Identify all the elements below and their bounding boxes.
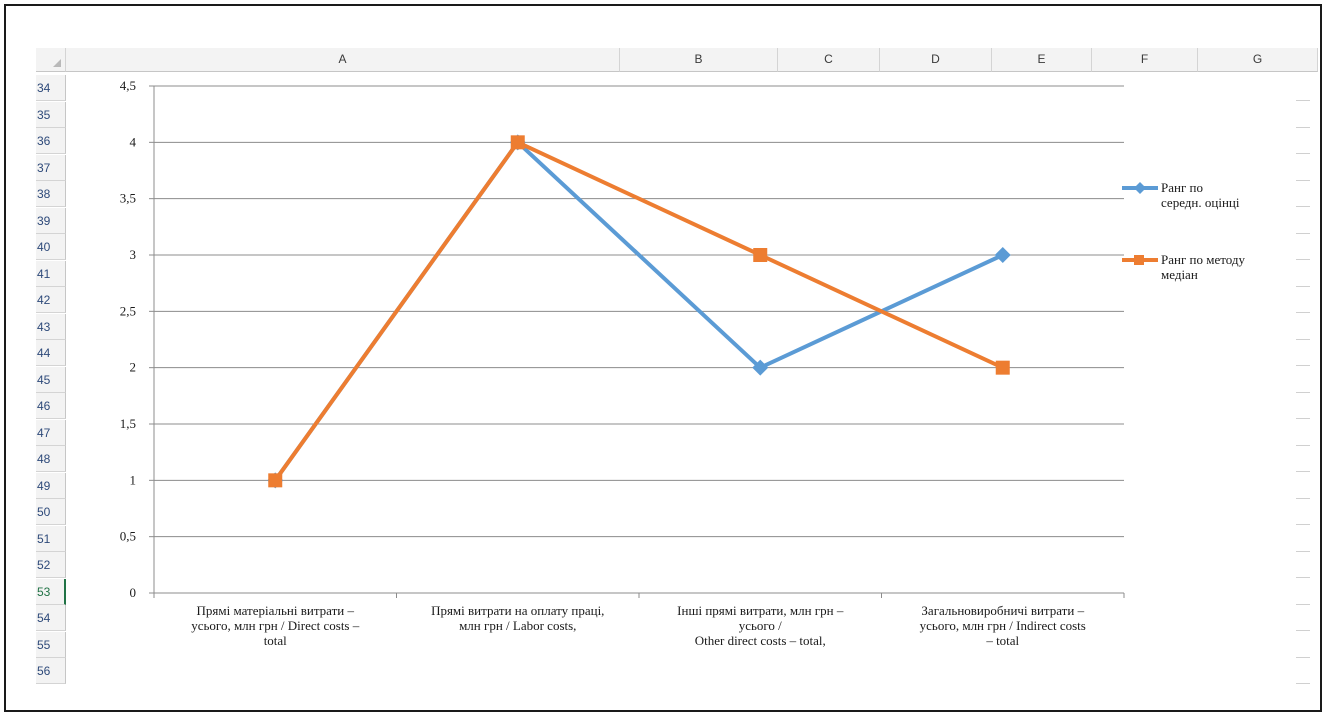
data-point-marker [268, 473, 283, 488]
legend-label: Ранг по методу медіан [1161, 252, 1245, 282]
x-category-label-line: total [264, 633, 287, 648]
legend-label-line: медіан [1161, 267, 1198, 282]
row-header-35[interactable]: 35 [36, 101, 66, 128]
row-header-52[interactable]: 52 [36, 552, 66, 578]
legend-label-line: Ранг по методу [1161, 252, 1245, 267]
y-tick-label: 4,5 [120, 78, 136, 93]
legend-marker [1134, 182, 1146, 194]
row-header-34[interactable]: 34 [36, 75, 66, 101]
cell-gridline [1296, 312, 1310, 313]
row-header-41[interactable]: 41 [36, 260, 66, 287]
cell-gridline [1296, 630, 1310, 631]
cell-gridline [1296, 365, 1310, 366]
row-header-45[interactable]: 45 [36, 366, 66, 393]
x-category-label: Прямі матеріальні витрати – усього, млн г… [191, 603, 360, 648]
y-tick-label: 4 [130, 134, 137, 149]
row-header-39[interactable]: 39 [36, 207, 66, 234]
x-category-label-line: Загальновиробничі витрати – [921, 603, 1084, 618]
y-tick-label: 1,5 [120, 416, 136, 431]
cell-gridline [1296, 232, 1310, 234]
y-tick-label: 3,5 [120, 191, 136, 206]
x-category-label-line: Other direct costs – total, [695, 633, 826, 648]
row-header-36[interactable]: 36 [36, 128, 66, 154]
cell-gridline [1296, 179, 1310, 181]
cell-gridline [1296, 683, 1310, 684]
x-category-label-line: усього / [739, 618, 782, 633]
cell-gridline [1296, 656, 1310, 658]
row-header-55[interactable]: 55 [36, 631, 66, 658]
cell-gridline [1296, 471, 1310, 472]
x-category-label: Інші прямі витрати, млн грн – усього / Oth… [677, 603, 844, 648]
row-header-42[interactable]: 42 [36, 287, 66, 313]
column-header-d[interactable]: D [880, 48, 992, 72]
column-header-a[interactable]: A [66, 48, 620, 72]
cell-gridline [1296, 577, 1310, 578]
row-header-47[interactable]: 47 [36, 419, 66, 446]
cell-gridline [1296, 153, 1310, 154]
data-point-marker [995, 360, 1010, 375]
column-header-b[interactable]: B [620, 48, 778, 72]
column-header-e[interactable]: E [992, 48, 1092, 72]
column-header-f[interactable]: F [1092, 48, 1198, 72]
row-header-50[interactable]: 50 [36, 499, 66, 525]
select-all-corner[interactable] [36, 48, 66, 72]
x-category-label-line: усього, млн грн / Indirect costs [920, 618, 1086, 633]
cell-gridline [1296, 524, 1310, 525]
row-header-40[interactable]: 40 [36, 234, 66, 260]
figure-frame [4, 4, 1322, 712]
data-point-marker [994, 247, 1011, 263]
y-tick-label: 3 [130, 247, 137, 262]
cell-gridline [1296, 338, 1310, 340]
cell-gridline [1296, 444, 1310, 446]
series-line [273, 140, 1004, 482]
row-header-37[interactable]: 37 [36, 154, 66, 181]
data-point-marker [753, 248, 768, 262]
row-header-54[interactable]: 54 [36, 605, 66, 631]
y-tick-label: 0,5 [120, 529, 136, 544]
x-category-label-line: Прямі витрати на оплату праці, [431, 603, 604, 618]
row-header-44[interactable]: 44 [36, 340, 66, 366]
cell-gridline [1296, 285, 1310, 287]
x-category-label-line: млн грн / Labor costs, [459, 618, 576, 633]
x-category-label-line: усього, млн грн / Direct costs – [191, 618, 360, 633]
row-header-53[interactable]: 53 [36, 578, 66, 605]
y-tick-label: 2 [130, 360, 137, 375]
cell-gridline [1296, 126, 1310, 128]
data-point-marker [510, 135, 525, 150]
cell-gridline [1296, 603, 1310, 605]
row-header-38[interactable]: 38 [36, 181, 66, 207]
row-header-48[interactable]: 48 [36, 446, 66, 472]
legend-label-line: Ранг по [1161, 180, 1203, 195]
cell-gridline [1296, 100, 1310, 101]
legend-marker [1134, 255, 1144, 265]
cell-gridline [1296, 391, 1310, 393]
cell-gridline [1296, 206, 1310, 207]
row-header-49[interactable]: 49 [36, 472, 66, 499]
cell-gridline [1296, 497, 1310, 499]
x-category-label: Загальновиробничі витрати – усього, млн г… [920, 603, 1086, 648]
y-tick-label: 0 [130, 585, 137, 600]
row-header-56[interactable]: 56 [36, 658, 66, 684]
x-category-label: Прямі витрати на оплату праці, млн грн / … [431, 603, 604, 633]
row-header-46[interactable]: 46 [36, 393, 66, 419]
cell-gridline [1296, 259, 1310, 260]
x-category-label-line: Прямі матеріальні витрати – [197, 603, 355, 618]
y-tick-label: 2,5 [120, 303, 136, 318]
data-point-marker [752, 359, 769, 376]
column-header-c[interactable]: C [778, 48, 880, 72]
cell-gridline [1296, 550, 1310, 552]
x-category-label-line: – total [985, 633, 1019, 648]
column-header-g[interactable]: G [1198, 48, 1318, 72]
y-tick-label: 1 [130, 472, 137, 487]
x-category-label-line: Інші прямі витрати, млн грн – [677, 603, 844, 618]
legend-label-line: середн. оцінці [1161, 195, 1240, 210]
row-header-43[interactable]: 43 [36, 313, 66, 340]
cell-gridline [1296, 418, 1310, 419]
row-header-51[interactable]: 51 [36, 525, 66, 552]
legend-label: Ранг по середн. оцінці [1161, 180, 1240, 210]
